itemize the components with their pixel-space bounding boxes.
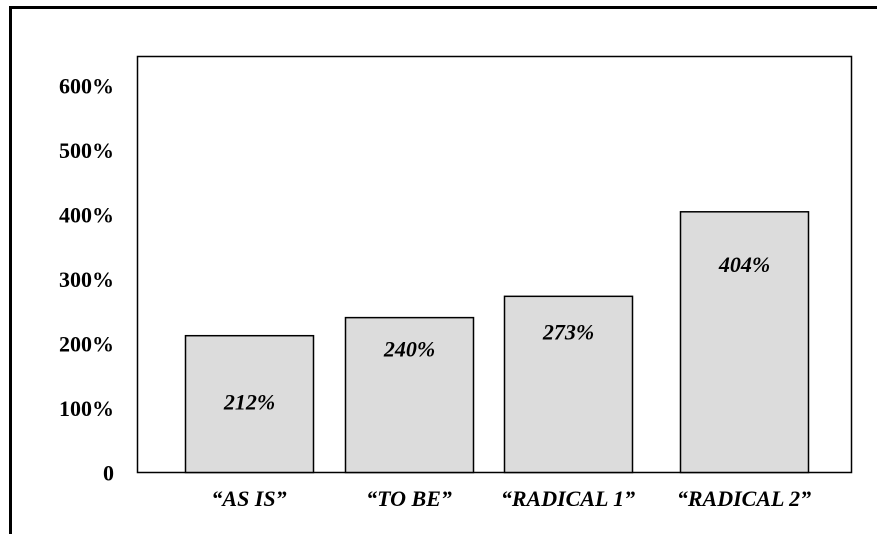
bar-3 — [503, 295, 634, 474]
bar-data-label-1: 212% — [223, 389, 275, 414]
bars-layer: 212% 240% 273% 404% — [184, 211, 810, 474]
bar-data-label-4: 404% — [718, 252, 770, 277]
y-tick-label: 100% — [59, 396, 114, 421]
y-tick-label: 500% — [59, 138, 114, 163]
y-tick-label: 600% — [59, 73, 114, 98]
y-tick-label: 400% — [59, 202, 114, 227]
y-tick-label: 200% — [59, 331, 114, 356]
x-tick-label: “RADICAL 2” — [677, 486, 811, 511]
y-tick-label: 0 — [103, 461, 114, 486]
x-axis-ticks: “AS IS” “TO BE” “RADICAL 1” “RADICAL 2” — [211, 486, 811, 511]
x-tick-label: “RADICAL 1” — [501, 486, 635, 511]
x-tick-label: “TO BE” — [366, 486, 452, 511]
bar-data-label-2: 240% — [383, 337, 435, 362]
bar-data-label-3: 273% — [542, 320, 594, 345]
bar-4 — [679, 211, 810, 474]
bar-1 — [184, 334, 315, 474]
y-axis-ticks: 0 100% 200% 300% 400% 500% 600% — [59, 73, 114, 485]
bar-2 — [344, 316, 475, 474]
x-tick-label: “AS IS” — [211, 486, 286, 511]
y-tick-label: 300% — [59, 267, 114, 292]
